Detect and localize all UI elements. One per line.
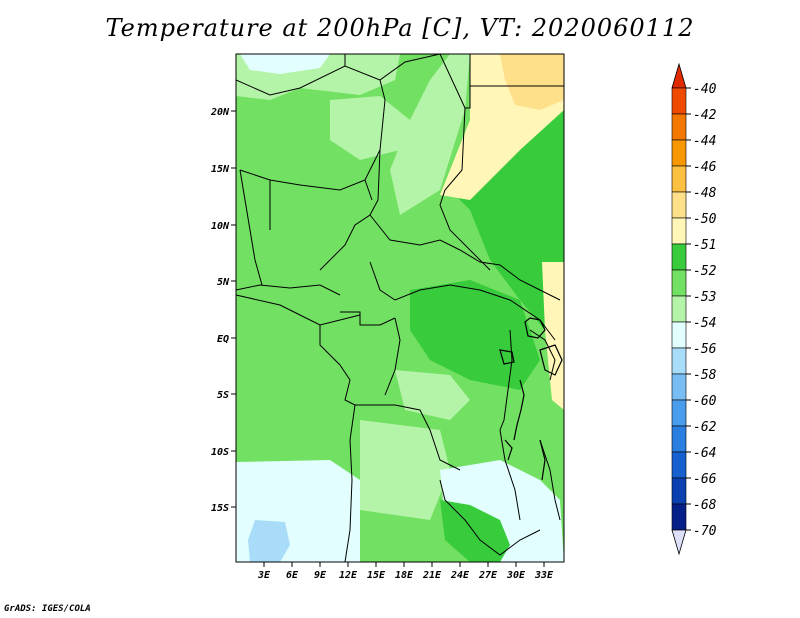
lon-tick-label: 9E: [314, 570, 327, 581]
colorbar-label: -54: [693, 316, 716, 331]
lon-tick-label: 3E: [257, 570, 271, 581]
colorbar-swatch: [671, 399, 687, 427]
latitude-axis: 20N 15N 10N 5N EQ 5S 10S 15S: [210, 107, 236, 514]
colorbar-label: -68: [693, 498, 717, 513]
field-54-basin: [395, 370, 470, 420]
colorbar-swatch: [671, 217, 687, 245]
lakes-and-rivers: [499, 317, 563, 481]
country-borders: [236, 54, 564, 562]
colorbar-label: -56: [693, 342, 717, 357]
lon-tick-label: 18E: [395, 570, 414, 581]
colorbar-label: -64: [693, 446, 716, 461]
colorbar-swatch: [671, 165, 687, 193]
lat-tick-label: 15S: [211, 503, 229, 514]
colorbar-swatch: [671, 451, 687, 479]
lon-tick-label: 21E: [422, 570, 442, 581]
lat-tick-label: 20N: [210, 107, 230, 118]
colorbar-swatch: [671, 373, 687, 401]
colorbar-top-arrow: [671, 62, 687, 89]
lat-tick-label: 5N: [217, 277, 230, 288]
colorbar-label: -70: [693, 524, 717, 539]
lon-tick-label: 27E: [478, 570, 498, 581]
colorbar-label: -50: [693, 212, 717, 227]
field-58-southwest: [248, 520, 290, 562]
colorbar-label: -48: [693, 186, 717, 201]
field-54-central: [330, 96, 410, 160]
colorbar-label: -58: [693, 368, 717, 383]
colorbar: -40 -42 -44 -46 -48 -50 -51 -52 -53 -54 -56 -58 -60 -…: [671, 62, 717, 556]
colorbar-swatch: [671, 269, 687, 297]
colorbar-swatch: [671, 503, 687, 531]
field-52-zambia: [440, 500, 510, 562]
colorbar-label: -42: [693, 108, 717, 123]
map-frame: [235, 53, 565, 563]
lon-tick-label: 12E: [339, 570, 358, 581]
lake-malawi-outline: [539, 439, 546, 481]
lake-victoria-outline: [539, 344, 563, 376]
lake-albert-outline: [524, 317, 546, 339]
lon-tick-label: 24E: [450, 570, 470, 581]
colorbar-swatch: [671, 87, 687, 115]
lon-tick-label: 6E: [286, 570, 299, 581]
lat-tick-label: 5S: [217, 390, 229, 401]
colorbar-swatch: [671, 113, 687, 141]
temperature-field: [236, 54, 564, 562]
field-54-angola: [360, 420, 450, 520]
lat-tick-label: 15N: [211, 164, 230, 175]
field-52-congo: [410, 280, 540, 390]
colorbar-label: -66: [693, 472, 717, 487]
lake-mweru-outline: [504, 439, 513, 461]
colorbar-swatch: [671, 477, 687, 505]
colorbar-label: -62: [693, 420, 717, 435]
colorbar-label: -46: [693, 160, 717, 175]
colorbar-swatch: [671, 347, 687, 375]
longitude-axis: 3E 6E 9E 12E 15E 18E 21E 24E 27E 30E 33E: [257, 562, 554, 581]
field-56-north: [240, 54, 330, 74]
colorbar-swatch: [671, 191, 687, 219]
lat-tick-label: 10N: [211, 221, 230, 232]
colorbar-swatch: [671, 295, 687, 323]
colorbar-label: -40: [693, 82, 717, 97]
colorbar-label: -51: [693, 238, 716, 253]
colorbar-label: -52: [693, 264, 717, 279]
lake-tanganyika-outline: [513, 379, 525, 441]
lon-tick-label: 33E: [534, 570, 554, 581]
field-54-diagonal: [390, 54, 470, 215]
lon-tick-label: 15E: [367, 570, 386, 581]
grads-credit: GrADS: IGES/COLA: [4, 604, 91, 614]
colorbar-label: -44: [693, 134, 716, 149]
colorbar-swatch: [671, 425, 687, 453]
field-50-northeast: [500, 54, 564, 110]
lat-tick-label: 10S: [211, 447, 229, 458]
colorbar-label: -60: [693, 394, 717, 409]
colorbar-swatch: [671, 139, 687, 167]
lon-tick-label: 30E: [506, 570, 526, 581]
chart-title: Temperature at 200hPa [C], VT: 202006011…: [105, 14, 695, 42]
colorbar-bottom-arrow: [671, 529, 687, 556]
lake-kivu-outline: [499, 349, 515, 365]
lat-tick-label: EQ: [217, 334, 229, 345]
colorbar-swatch: [671, 243, 687, 271]
colorbar-swatch: [671, 321, 687, 349]
colorbar-label: -53: [693, 290, 716, 305]
